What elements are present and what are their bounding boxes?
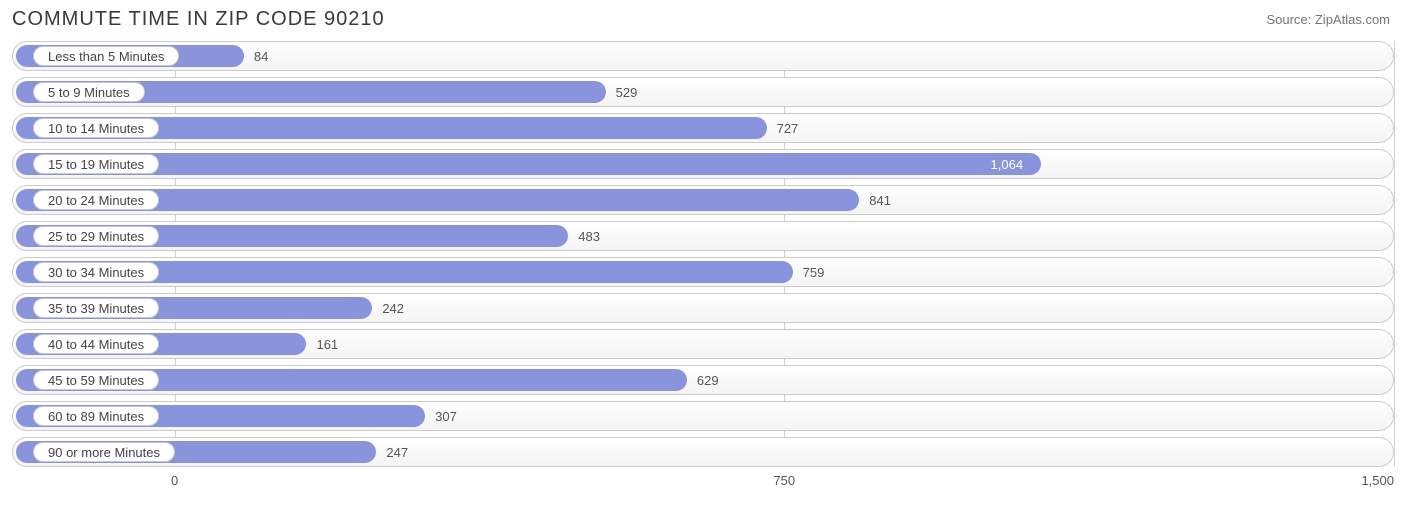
bar-row: Less than 5 Minutes 84 — [12, 41, 1394, 71]
bar-value-label: 161 — [316, 330, 338, 360]
bar-category-label: 90 or more Minutes — [33, 442, 175, 462]
bar-category-label: 45 to 59 Minutes — [33, 370, 159, 390]
bar-value-label: 727 — [777, 114, 799, 144]
bar-category-label: 30 to 34 Minutes — [33, 262, 159, 282]
bar-row: 45 to 59 Minutes 629 — [12, 365, 1394, 395]
bar-value-label: 759 — [803, 258, 825, 288]
bar-row: 30 to 34 Minutes 759 — [12, 257, 1394, 287]
chart-title: COMMUTE TIME IN ZIP CODE 90210 — [12, 8, 385, 31]
bar-category-label: 60 to 89 Minutes — [33, 406, 159, 426]
bar-value-label: 1,064 — [991, 150, 1024, 180]
bar-row: 40 to 44 Minutes 161 — [12, 329, 1394, 359]
bar-row: 10 to 14 Minutes 727 — [12, 113, 1394, 143]
bar-row: 20 to 24 Minutes 841 — [12, 185, 1394, 215]
bar-category-label: 40 to 44 Minutes — [33, 334, 159, 354]
bar-category-label: 20 to 24 Minutes — [33, 190, 159, 210]
bar-category-label: 10 to 14 Minutes — [33, 118, 159, 138]
bar-value-label: 84 — [254, 42, 268, 72]
bar-row: 25 to 29 Minutes 483 — [12, 221, 1394, 251]
chart-header: COMMUTE TIME IN ZIP CODE 90210 Source: Z… — [0, 0, 1406, 35]
bar-category-label: 5 to 9 Minutes — [33, 82, 145, 102]
bar-value-label: 483 — [578, 222, 600, 252]
bar-value-label: 529 — [616, 78, 638, 108]
x-axis-tick: 1,500 — [1361, 473, 1394, 488]
bar-row: 5 to 9 Minutes 529 — [12, 77, 1394, 107]
bar-row: 15 to 19 Minutes 1,064 — [12, 149, 1394, 179]
bar-value-label: 841 — [869, 186, 891, 216]
bar-fill — [16, 153, 1041, 175]
bar-value-label: 307 — [435, 402, 457, 432]
x-axis-tick: 0 — [171, 473, 178, 488]
bar-value-label: 247 — [386, 438, 408, 468]
bar-value-label: 629 — [697, 366, 719, 396]
grid-line — [1394, 41, 1395, 467]
x-axis-tick: 750 — [773, 473, 795, 488]
bar-row: 60 to 89 Minutes 307 — [12, 401, 1394, 431]
bars-container: Less than 5 Minutes 84 5 to 9 Minutes 529 10… — [12, 41, 1394, 467]
chart-source: Source: ZipAtlas.com — [1266, 12, 1390, 27]
bar-category-label: 25 to 29 Minutes — [33, 226, 159, 246]
bar-value-label: 242 — [382, 294, 404, 324]
bar-row: 90 or more Minutes 247 — [12, 437, 1394, 467]
chart-area: Less than 5 Minutes 84 5 to 9 Minutes 529 10… — [12, 41, 1394, 467]
bar-category-label: 15 to 19 Minutes — [33, 154, 159, 174]
x-axis: 0 750 1,500 — [12, 473, 1394, 495]
bar-category-label: 35 to 39 Minutes — [33, 298, 159, 318]
bar-row: 35 to 39 Minutes 242 — [12, 293, 1394, 323]
bar-category-label: Less than 5 Minutes — [33, 46, 179, 66]
